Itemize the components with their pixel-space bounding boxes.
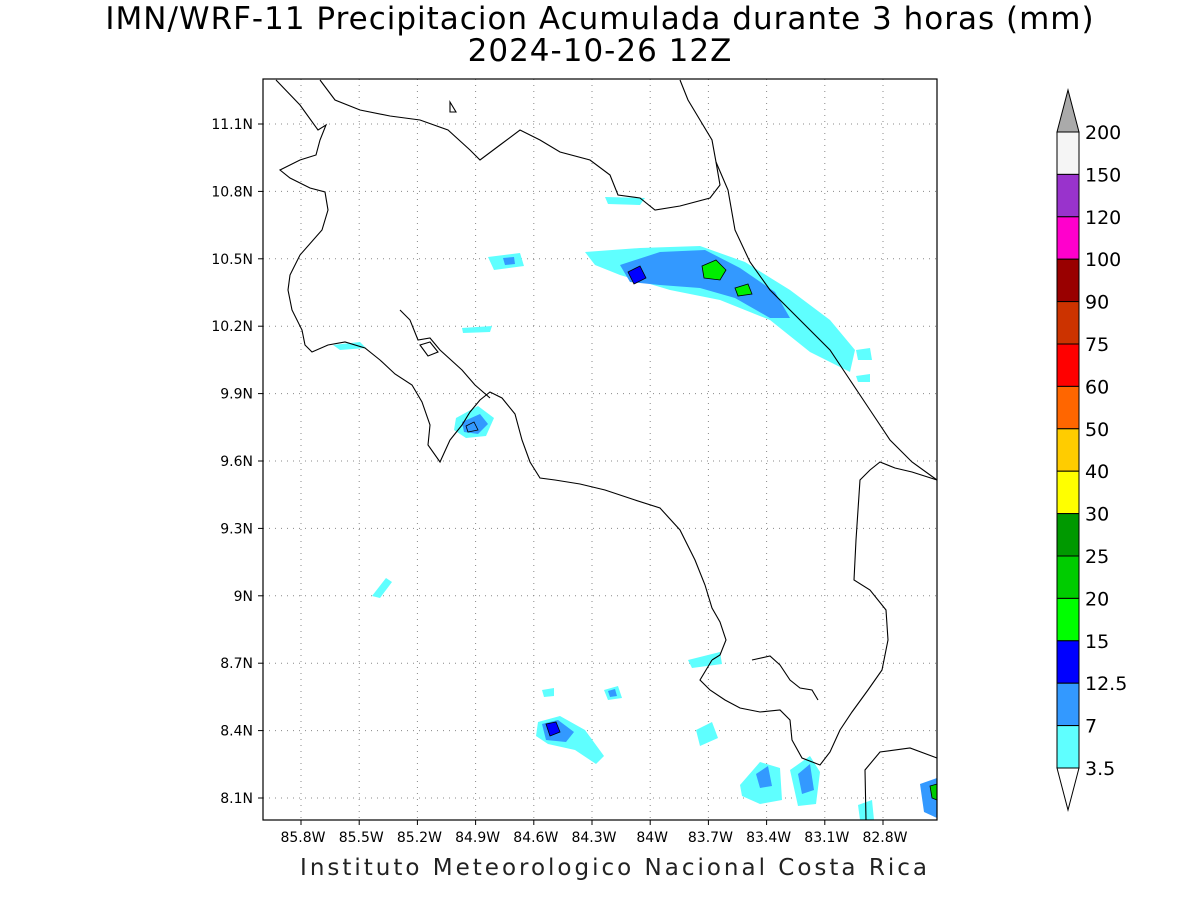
legend-swatch <box>1056 173 1080 218</box>
contour <box>545 721 561 737</box>
lon-tick-label: 83.1W <box>804 830 849 846</box>
legend-swatch <box>1056 385 1080 430</box>
contour <box>701 259 727 281</box>
legend-label: 90 <box>1085 292 1109 314</box>
coastline <box>319 79 721 211</box>
precip-area <box>696 722 718 746</box>
precip-area <box>620 250 790 318</box>
lat-tick-label: 8.7N <box>220 656 253 672</box>
legend-label: 40 <box>1085 461 1109 483</box>
lat-tick-label: 9.9N <box>220 387 253 403</box>
legend-swatch <box>1056 301 1080 345</box>
legend-swatch <box>1056 555 1080 599</box>
legend-label: 50 <box>1085 419 1109 441</box>
precip-area <box>856 374 870 382</box>
precip-area <box>503 257 515 265</box>
precip-area <box>628 266 646 284</box>
contour <box>734 283 753 297</box>
precip-area <box>856 348 872 360</box>
lon-tick-label: 83.4W <box>746 830 791 846</box>
coastlines <box>275 79 938 821</box>
legend-label: 25 <box>1085 546 1109 568</box>
longitude-labels: 85.8W 85.5W 85.2W 84.9W 84.6W 84.3W 84W 83.7W 83… <box>280 830 907 846</box>
legend-top-arrow <box>1056 88 1080 133</box>
precip-area <box>608 689 617 697</box>
legend-label: 60 <box>1085 376 1109 398</box>
lon-tick-label: 82.8W <box>862 830 907 846</box>
lat-tick-label: 8.4N <box>220 724 253 740</box>
coastline <box>399 309 491 399</box>
legend-swatch <box>1056 682 1080 727</box>
precip-area <box>688 652 722 668</box>
legend-label: 7 <box>1085 716 1097 738</box>
legend-label: 200 <box>1085 122 1121 144</box>
map-grid <box>258 79 937 825</box>
precip-area <box>605 197 645 205</box>
legend-swatch <box>1056 470 1080 515</box>
lon-tick-label: 84.6W <box>513 830 558 846</box>
color-legend: 3.5 7 12.5 15 20 25 30 40 50 60 75 90 100 120 150 200 <box>1056 88 1127 812</box>
precip-area <box>542 688 554 697</box>
lat-tick-label: 9N <box>234 589 253 605</box>
legend-swatch <box>1056 131 1080 175</box>
lat-tick-label: 9.3N <box>220 521 253 537</box>
legend-label: 100 <box>1085 249 1121 271</box>
map-title: IMN/WRF-11 Precipitacion Acumulada duran… <box>105 1 1095 37</box>
legend-label: 120 <box>1085 207 1121 229</box>
coastline <box>275 79 727 661</box>
contour <box>465 421 479 433</box>
lon-tick-label: 84.3W <box>571 830 616 846</box>
footer-credit: Instituto Meteorologico Nacional Costa R… <box>300 855 930 881</box>
lon-tick-label: 84W <box>636 830 668 846</box>
lon-tick-label: 83.7W <box>688 830 733 846</box>
lon-tick-label: 85.2W <box>397 830 442 846</box>
precip-area <box>798 764 814 794</box>
lat-tick-label: 10.8N <box>211 184 253 200</box>
legend-label: 12.5 <box>1085 673 1127 695</box>
legend-swatch <box>1056 513 1080 557</box>
lon-tick-label: 84.9W <box>455 830 500 846</box>
legend-swatch <box>1056 258 1080 303</box>
contour <box>627 265 647 285</box>
legend-label: 30 <box>1085 504 1109 526</box>
map-subtitle: 2024-10-26 12Z <box>467 33 733 69</box>
lat-tick-label: 10.5N <box>211 252 253 268</box>
precip-area <box>462 326 492 333</box>
legend-swatch <box>1056 725 1080 769</box>
legend-swatch <box>1056 640 1080 684</box>
lon-tick-label: 85.8W <box>280 830 325 846</box>
legend-label: 75 <box>1085 334 1109 356</box>
legend-swatch <box>1056 343 1080 387</box>
precip-area <box>372 578 392 598</box>
lat-tick-label: 11.1N <box>211 117 253 133</box>
legend-label: 3.5 <box>1085 758 1115 780</box>
coastline <box>715 161 938 481</box>
legend-label: 15 <box>1085 631 1109 653</box>
legend-swatch <box>1056 216 1080 260</box>
precip-area <box>702 260 726 280</box>
legend-swatch <box>1056 428 1080 472</box>
lat-tick-label: 10.2N <box>211 319 253 335</box>
lat-tick-label: 8.1N <box>220 791 253 807</box>
coastline <box>449 100 457 113</box>
legend-bottom-arrow <box>1056 767 1080 812</box>
map-frame <box>262 78 938 821</box>
latitude-labels: 11.1N 10.8N 10.5N 10.2N 9.9N 9.6N 9.3N 9N 8.7N 8.… <box>211 117 253 807</box>
legend-swatch <box>1056 597 1080 642</box>
precip-area <box>546 722 560 736</box>
coastline <box>864 747 938 821</box>
legend-label: 20 <box>1085 588 1109 610</box>
precip-area <box>333 342 366 350</box>
precip-area <box>756 766 772 788</box>
precipitation-shading <box>333 197 937 820</box>
coastline <box>751 655 819 701</box>
legend-label: 150 <box>1085 164 1121 186</box>
precip-contours <box>465 259 938 801</box>
lon-tick-label: 85.5W <box>339 830 384 846</box>
coastline <box>699 461 938 766</box>
coastline <box>419 341 439 357</box>
lat-tick-label: 9.6N <box>220 454 253 470</box>
